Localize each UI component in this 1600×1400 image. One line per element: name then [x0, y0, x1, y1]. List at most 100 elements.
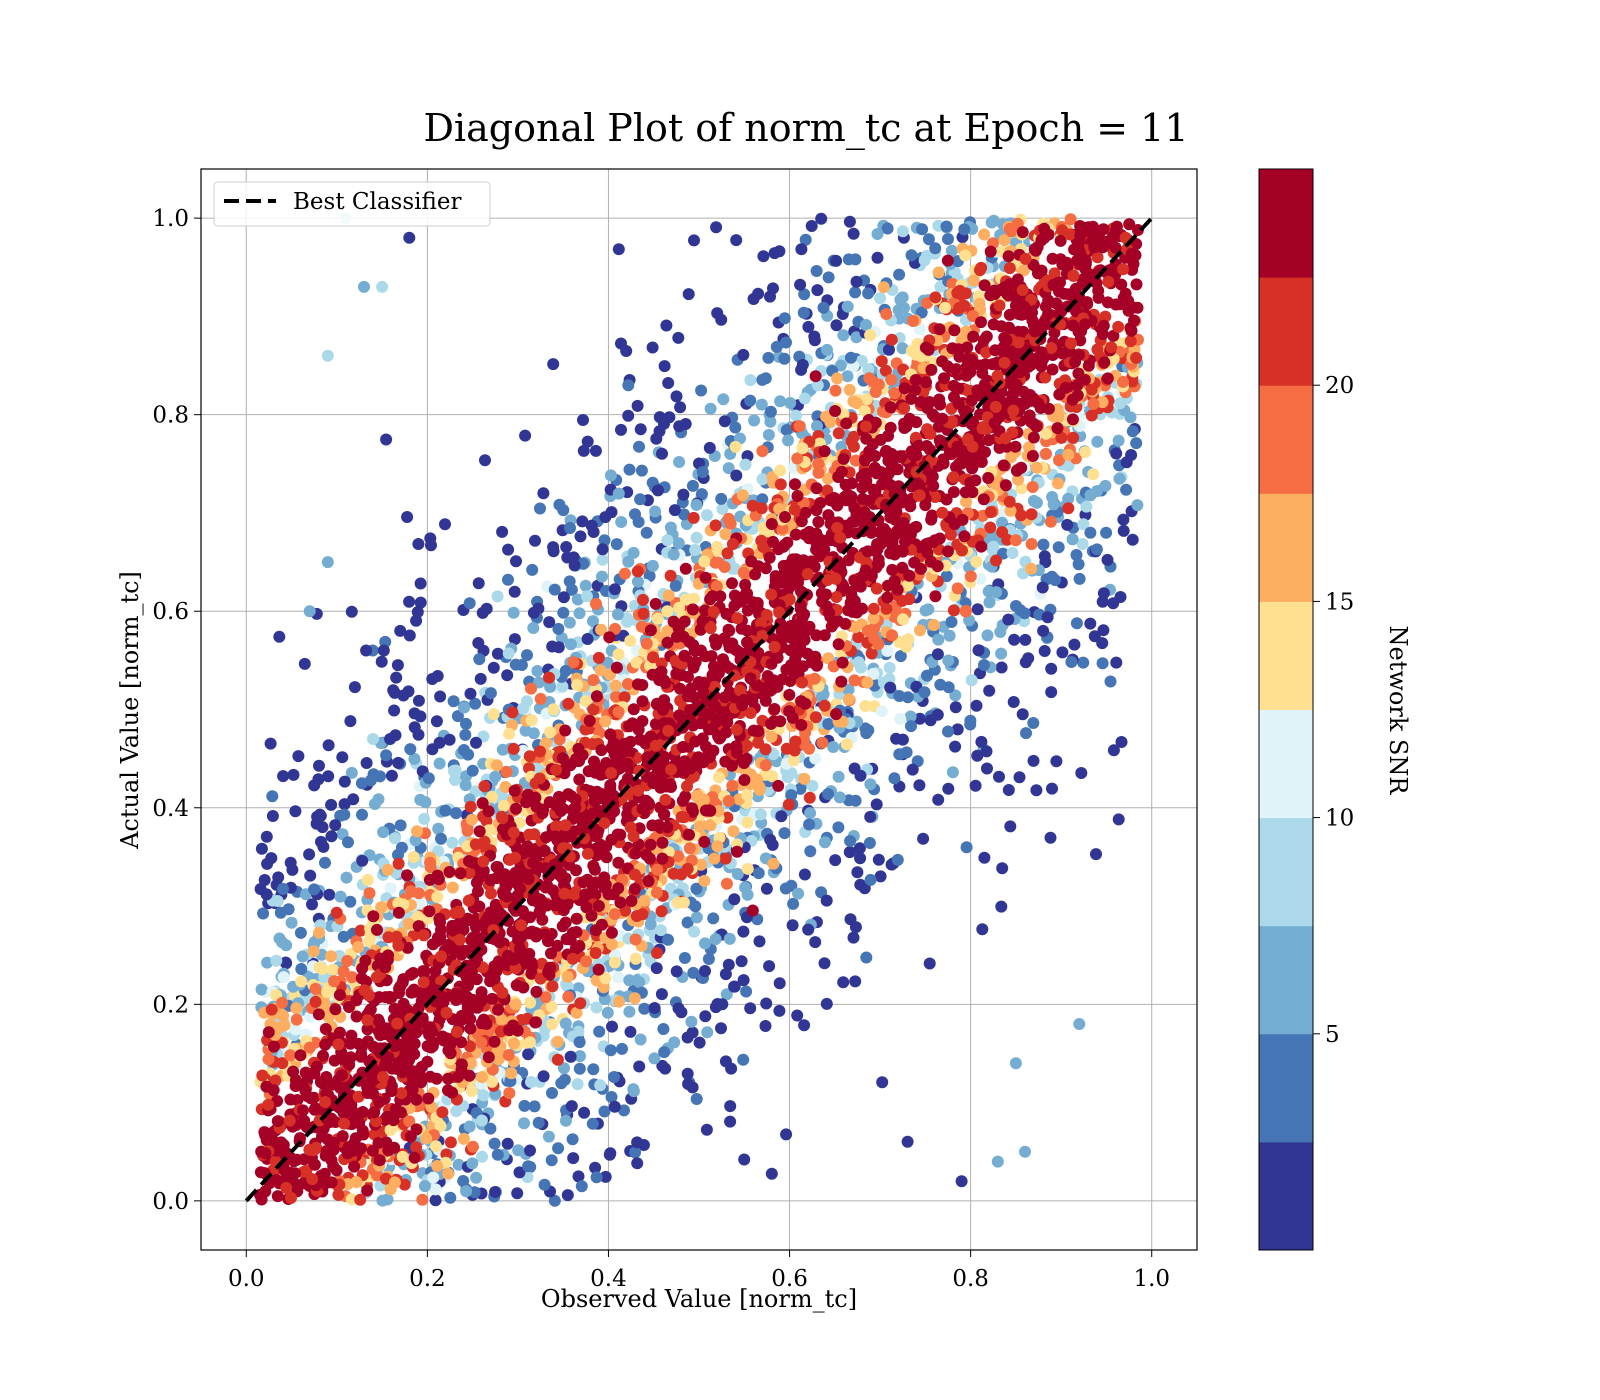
scatter-point — [1007, 696, 1020, 708]
scatter-point — [402, 917, 415, 930]
scatter-point — [896, 225, 909, 238]
scatter-point — [590, 1001, 603, 1014]
scatter-point — [744, 394, 757, 407]
scatter-point — [784, 397, 797, 409]
scatter-point — [551, 1035, 564, 1048]
scatter-point — [885, 373, 898, 386]
scatter-point — [860, 393, 873, 406]
scatter-point — [627, 546, 640, 559]
scatter-point — [596, 543, 609, 556]
scatter-point — [681, 780, 693, 793]
scatter-point — [710, 221, 723, 234]
scatter-point — [896, 291, 909, 304]
scatter-point — [629, 933, 642, 946]
scatter-point — [329, 1003, 342, 1016]
scatter-point — [827, 741, 840, 753]
scatter-point — [655, 905, 668, 918]
scatter-point — [457, 1132, 470, 1145]
scatter-point — [1062, 492, 1075, 505]
scatter-point — [852, 656, 865, 669]
scatter-point — [452, 1158, 465, 1171]
scatter-point — [905, 392, 918, 405]
scatter-point — [338, 775, 351, 788]
scatter-point — [337, 930, 350, 943]
scatter-point — [337, 965, 350, 978]
scatter-point — [790, 528, 802, 541]
scatter-point — [573, 607, 586, 620]
scatter-point — [372, 793, 385, 806]
scatter-point — [820, 997, 833, 1010]
scatter-point — [946, 766, 959, 779]
scatter-point — [822, 718, 835, 730]
scatter-point — [1076, 538, 1089, 550]
scatter-point — [906, 763, 919, 776]
scatter-point — [658, 360, 671, 373]
scatter-point — [676, 794, 689, 807]
scatter-point — [628, 992, 641, 1005]
scatter-point — [687, 511, 700, 524]
scatter-point — [501, 669, 514, 682]
scatter-point — [633, 1060, 646, 1073]
scatter-point — [512, 1144, 525, 1157]
scatter-point — [779, 511, 791, 523]
scatter-point — [502, 1049, 515, 1061]
scatter-point — [874, 292, 887, 305]
scatter-point — [756, 493, 769, 506]
scatter-point — [596, 553, 609, 566]
scatter-point — [701, 509, 713, 522]
scatter-point — [401, 869, 414, 882]
scatter-point — [897, 613, 909, 626]
scatter-point — [689, 900, 702, 913]
scatter-point — [576, 515, 589, 528]
scatter-point — [538, 1178, 551, 1191]
scatter-point — [970, 555, 983, 568]
scatter-point — [414, 577, 427, 590]
scatter-point — [518, 1117, 530, 1130]
scatter-point — [1003, 495, 1016, 508]
scatter-point — [404, 968, 417, 981]
scatter-point — [833, 791, 846, 804]
scatter-point — [782, 798, 795, 811]
scatter-point — [816, 736, 829, 749]
scatter-point — [1062, 459, 1075, 472]
scatter-point — [1048, 267, 1061, 280]
scatter-point — [356, 854, 369, 867]
scatter-point — [661, 605, 674, 618]
scatter-point — [1009, 440, 1022, 453]
scatter-point — [613, 995, 625, 1008]
scatter-point — [276, 996, 289, 1009]
scatter-point — [596, 570, 608, 583]
scatter-point — [708, 852, 721, 865]
scatter-point — [737, 974, 750, 987]
scatter-point — [429, 1183, 442, 1196]
scatter-point — [984, 289, 997, 302]
scatter-point — [1092, 291, 1105, 304]
scatter-point — [472, 637, 485, 649]
scatter-point — [832, 770, 845, 783]
scatter-point — [608, 1100, 621, 1113]
scatter-point — [883, 661, 896, 674]
scatter-point — [1077, 656, 1090, 669]
scatter-point — [470, 1171, 483, 1184]
scatter-point — [719, 691, 731, 704]
scatter-point — [599, 715, 612, 728]
scatter-point — [940, 570, 953, 583]
scatter-point — [898, 417, 911, 430]
scatter-point — [728, 893, 741, 906]
scatter-point — [407, 851, 420, 864]
scatter-point — [653, 411, 666, 424]
scatter-point — [577, 444, 590, 457]
scatter-point — [699, 571, 712, 584]
scatter-point — [642, 875, 655, 888]
scatter-point — [794, 782, 807, 795]
scatter-point — [631, 575, 644, 588]
scatter-point — [896, 733, 909, 746]
scatter-point — [1044, 515, 1057, 528]
scatter-point — [599, 1170, 612, 1183]
scatter-point — [508, 585, 521, 598]
scatter-point — [1062, 502, 1075, 515]
scatter-point — [996, 862, 1009, 875]
scatter-point — [822, 788, 835, 800]
scatter-point — [1008, 633, 1021, 646]
scatter-point — [484, 1122, 497, 1135]
